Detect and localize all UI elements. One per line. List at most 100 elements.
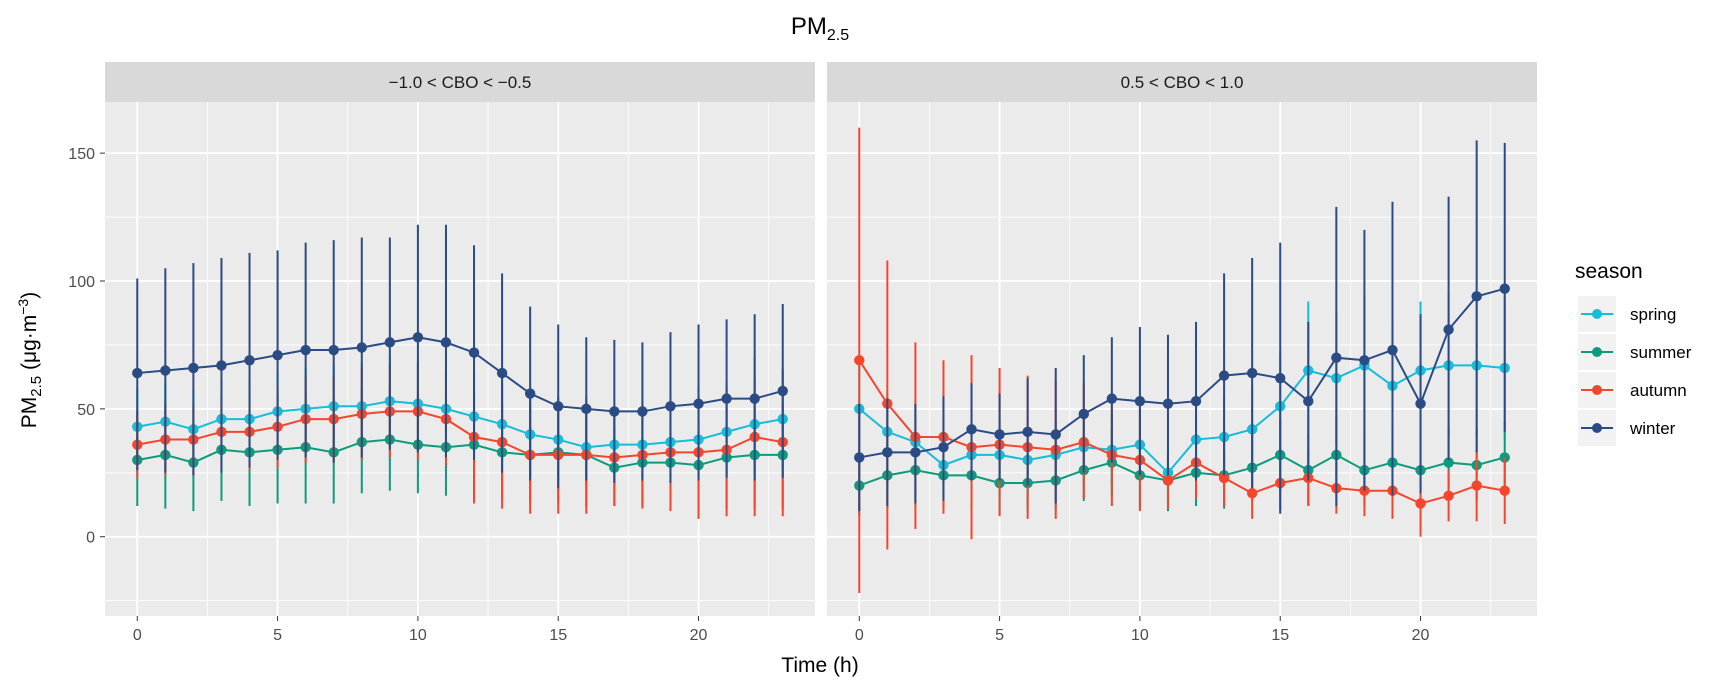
data-point-winter: [1078, 408, 1089, 420]
series-winter: [854, 140, 1510, 514]
legend-key-point: [1592, 423, 1602, 433]
y-axis-title-main: PM: [18, 397, 41, 429]
panel-1: −1.0 < CBO < −0.5 0 5 10 15 20 0 50 100 150: [68, 62, 815, 644]
facet-strip-label: −1.0 < CBO < −0.5: [389, 73, 532, 92]
data-point-winter: [216, 360, 227, 371]
panel-2: 0.5 < CBO < 1.0 0 5 10 15 20: [827, 62, 1537, 644]
data-point-winter: [581, 403, 592, 415]
data-point-winter: [524, 388, 536, 399]
data-point-autumn: [1162, 475, 1174, 486]
chart-title: PM2.5: [791, 13, 849, 44]
data-point-winter: [188, 362, 199, 374]
data-point-winter: [637, 406, 648, 417]
data-point-winter: [356, 342, 367, 353]
legend-item-autumn: autumn: [1578, 372, 1687, 408]
data-point-autumn: [1218, 472, 1230, 484]
data-point-winter: [160, 365, 171, 376]
legend-label: spring: [1630, 305, 1676, 324]
x-tick-label: 20: [690, 627, 708, 644]
data-point-winter: [1275, 372, 1286, 384]
data-point-autumn: [1471, 480, 1482, 491]
x-tick-label: 20: [1412, 627, 1430, 644]
x-tick-label: 15: [549, 627, 567, 644]
data-point-autumn: [1443, 490, 1454, 502]
data-point-winter: [1331, 352, 1342, 363]
data-point-winter: [665, 401, 676, 412]
y-tick-label: 0: [86, 530, 95, 547]
data-point-winter: [496, 367, 508, 379]
data-point-winter: [609, 406, 620, 417]
data-point-winter: [1106, 393, 1118, 404]
data-point-autumn: [1246, 488, 1258, 499]
facet-strip: [105, 62, 815, 102]
y-axis-title-close: ): [18, 292, 41, 299]
data-point-winter: [328, 344, 339, 356]
y-tick-label: 100: [68, 274, 95, 291]
x-tick-label: 10: [409, 627, 427, 644]
data-point-winter: [1218, 370, 1230, 381]
legend-key-point: [1592, 309, 1602, 319]
data-point-winter: [693, 398, 704, 409]
data-point-winter: [412, 332, 424, 343]
data-point-winter: [1162, 398, 1174, 409]
legend-key-point: [1592, 385, 1602, 395]
data-point-autumn: [1499, 485, 1510, 496]
data-point-autumn: [1415, 498, 1426, 509]
data-point-winter: [1134, 395, 1146, 407]
facet-strip-label: 0.5 < CBO < 1.0: [1121, 73, 1244, 92]
data-point-winter: [882, 447, 893, 458]
data-point-winter: [1190, 395, 1202, 407]
data-point-winter: [1022, 426, 1033, 438]
data-point-winter: [272, 349, 283, 361]
legend-key-point: [1592, 347, 1602, 357]
y-axis-title-unit: (μg·m: [18, 315, 41, 376]
panel-background: [827, 102, 1537, 616]
data-point-winter: [1387, 344, 1398, 356]
legend-title: season: [1575, 260, 1643, 283]
x-tick-label: 5: [273, 627, 282, 644]
data-point-winter: [854, 452, 865, 463]
data-point-winter: [244, 355, 255, 366]
x-tick-label: 0: [133, 627, 142, 644]
data-point-winter: [553, 401, 564, 412]
legend-items: spring summer autumn winter: [1578, 296, 1692, 446]
data-point-summer: [1443, 457, 1454, 468]
data-point-winter: [1246, 367, 1258, 379]
chart-title-subscript: 2.5: [827, 27, 849, 44]
legend-item-summer: summer: [1578, 334, 1692, 370]
legend-item-winter: winter: [1578, 410, 1676, 446]
panel-background: [105, 102, 815, 616]
data-point-winter: [468, 347, 480, 358]
data-point-winter: [1443, 324, 1454, 335]
data-point-winter: [300, 344, 311, 356]
x-axis-title: Time (h): [781, 654, 858, 677]
data-point-winter: [384, 337, 396, 348]
data-point-winter: [440, 337, 452, 348]
data-point-winter: [721, 393, 732, 404]
x-tick-label: 10: [1131, 627, 1149, 644]
y-axis-title-subscript: 2.5: [28, 376, 45, 397]
legend: season spring summer autumn winter: [1575, 260, 1692, 446]
y-tick-label: 50: [77, 402, 95, 419]
data-point-summer: [1499, 452, 1510, 463]
series-line-winter: [859, 287, 1505, 459]
data-point-winter: [1499, 283, 1510, 294]
x-tick-label: 15: [1271, 627, 1289, 644]
data-point-winter: [1050, 429, 1061, 440]
data-point-winter: [1471, 291, 1482, 302]
data-point-winter: [1415, 398, 1426, 409]
x-tick-label: 0: [855, 627, 864, 644]
data-point-winter: [994, 429, 1005, 440]
data-point-winter: [132, 367, 143, 379]
x-tick-label: 5: [995, 627, 1004, 644]
data-point-winter: [777, 385, 788, 397]
series-winter: [132, 224, 788, 489]
data-point-winter: [1303, 395, 1314, 407]
legend-label: summer: [1630, 343, 1692, 362]
data-point-winter: [938, 442, 949, 453]
y-axis-title-exponent: −3: [15, 299, 31, 315]
y-axis-title: PM2.5 (μg·m−3): [15, 292, 45, 428]
legend-item-spring: spring: [1578, 296, 1676, 332]
